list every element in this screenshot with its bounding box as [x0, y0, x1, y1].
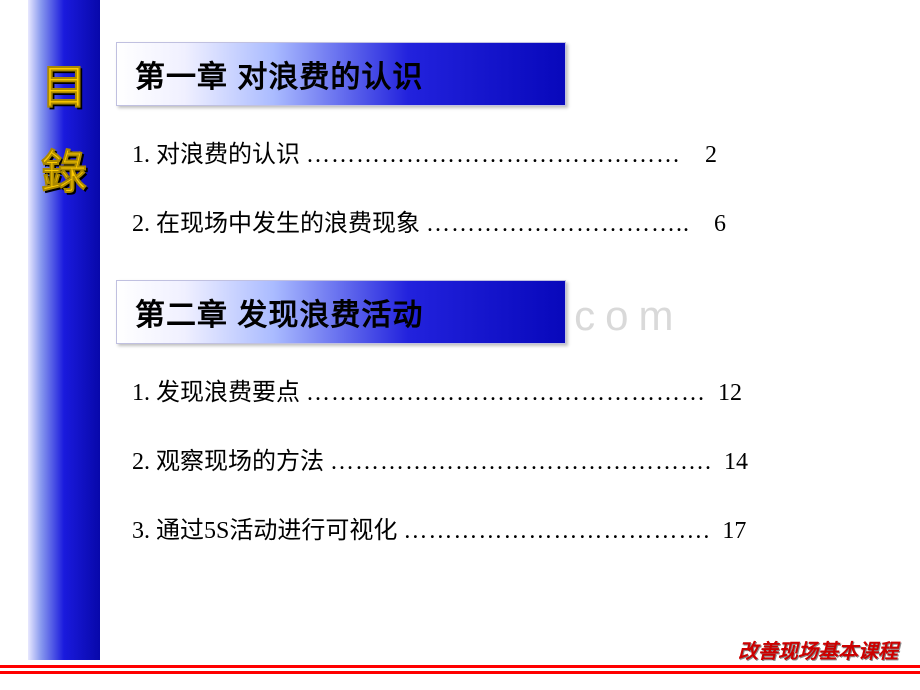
- toc-number: 1.: [132, 380, 150, 407]
- toc-page: 17: [716, 518, 746, 545]
- toc-page: 6: [696, 211, 726, 238]
- toc-number: 2.: [132, 211, 150, 238]
- sidebar-char2: 錄: [28, 131, 100, 216]
- sidebar-title-front: 目 錄: [28, 46, 100, 215]
- toc-page: 12: [712, 380, 742, 407]
- toc-dots: ………………………………………: [306, 142, 681, 169]
- footer-text: 改善现场基本课程: [734, 635, 902, 664]
- sidebar-title: 目 錄 目 錄: [28, 46, 100, 215]
- toc-title: 观察现场的方法: [156, 441, 324, 476]
- toc-title: 对浪费的认识: [156, 134, 300, 169]
- toc-title: 发现浪费要点: [156, 372, 300, 407]
- toc-page: 14: [718, 449, 748, 476]
- toc-entry: 3. 通过5S活动进行可视化 ………………………………. 17: [132, 510, 906, 545]
- toc-entry: 2. 在现场中发生的浪费现象 ………………………….. 6: [132, 203, 906, 238]
- toc-entry: 1. 对浪费的认识 ……………………………………… 2: [132, 134, 906, 169]
- toc-title: 通过5S活动进行可视化: [156, 510, 397, 545]
- content-area: 第一章 对浪费的认识 1. 对浪费的认识 ……………………………………… 2 2…: [116, 0, 906, 579]
- sidebar-band: 目 錄 目 錄: [28, 0, 100, 660]
- toc-entry: 1. 发现浪费要点 ………………………………………… 12: [132, 372, 906, 407]
- toc-dots: …………………………..: [426, 211, 690, 238]
- slide: 目 錄 目 錄 www.bdocx.com 第一章 对浪费的认识 1. 对浪费的…: [0, 0, 920, 690]
- sidebar-char1: 目: [28, 46, 100, 131]
- chapter-1-heading: 第一章 对浪费的认识: [116, 42, 566, 106]
- chapter-1-title: 第一章 对浪费的认识: [135, 52, 423, 96]
- chapter-2-entries: 1. 发现浪费要点 ………………………………………… 12 2. 观察现场的方法…: [116, 372, 906, 545]
- toc-title: 在现场中发生的浪费现象: [156, 203, 420, 238]
- toc-dots: ……………………………….: [403, 518, 710, 545]
- chapter-2-heading: 第二章 发现浪费活动: [116, 280, 566, 344]
- toc-dots: …………………………………………: [306, 380, 706, 407]
- chapter-2-title: 第二章 发现浪费活动: [135, 290, 423, 334]
- toc-page: 2: [687, 142, 717, 169]
- toc-entry: 2. 观察现场的方法 ………………………………………. 14: [132, 441, 906, 476]
- footer-line-lower: [0, 671, 920, 674]
- toc-number: 2.: [132, 449, 150, 476]
- toc-number: 1.: [132, 142, 150, 169]
- toc-number: 3.: [132, 518, 150, 545]
- chapter-1-entries: 1. 对浪费的认识 ……………………………………… 2 2. 在现场中发生的浪费…: [116, 134, 906, 238]
- toc-dots: ……………………………………….: [330, 449, 712, 476]
- footer-line-upper: [0, 665, 920, 668]
